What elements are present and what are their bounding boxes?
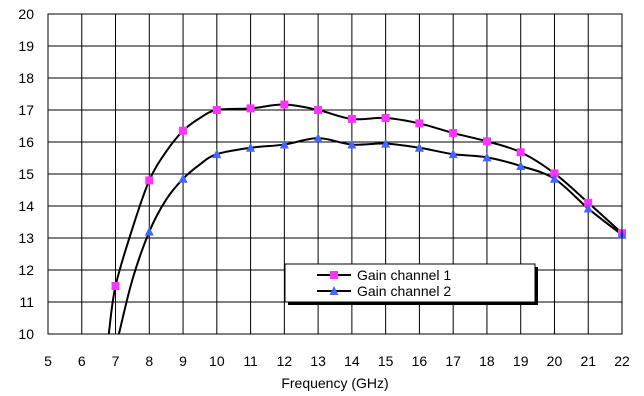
data-point [112, 282, 120, 290]
y-tick-label: 13 [18, 230, 34, 246]
x-tick-label: 16 [412, 353, 428, 369]
y-tick-labels: 10 11 12 13 14 15 16 17 18 19 20 [18, 6, 34, 342]
data-point [483, 137, 491, 145]
x-tick-label: 14 [344, 353, 360, 369]
data-point [314, 106, 322, 114]
legend-marker [330, 271, 338, 279]
x-tick-label: 11 [243, 353, 258, 369]
x-tick-label: 9 [179, 353, 187, 369]
data-point [213, 106, 221, 114]
data-point [382, 114, 390, 122]
x-tick-label: 10 [209, 353, 225, 369]
y-tick-label: 16 [18, 134, 34, 150]
y-tick-label: 20 [18, 6, 34, 22]
x-tick-label: 8 [145, 353, 153, 369]
data-point [348, 115, 356, 123]
y-tick-label: 17 [18, 102, 34, 118]
series-markers [112, 101, 627, 290]
y-tick-label: 15 [18, 166, 34, 182]
x-tick-label: 7 [112, 353, 120, 369]
x-tick-label: 19 [513, 353, 529, 369]
data-point [145, 176, 153, 184]
y-tick-label: 19 [18, 38, 34, 54]
y-tick-label: 10 [18, 326, 34, 342]
legend-label: Gain channel 1 [357, 267, 451, 283]
y-tick-label: 12 [18, 262, 34, 278]
x-tick-label: 15 [378, 353, 394, 369]
data-point [517, 148, 525, 156]
x-axis-label: Frequency (GHz) [281, 375, 388, 391]
data-point [247, 104, 255, 112]
x-tick-label: 20 [547, 353, 563, 369]
x-tick-label: 6 [78, 353, 86, 369]
legend-label: Gain channel 2 [357, 283, 451, 299]
y-tick-label: 11 [19, 294, 34, 310]
y-tick-label: 18 [18, 70, 34, 86]
x-tick-label: 5 [44, 353, 52, 369]
data-point [179, 127, 187, 135]
x-tick-labels: 5 6 7 8 9 10 11 12 13 14 15 16 17 18 19 20 21 22 [44, 353, 630, 369]
data-point [449, 129, 457, 137]
x-tick-label: 12 [277, 353, 293, 369]
data-point [280, 101, 288, 109]
x-tick-label: 18 [479, 353, 495, 369]
y-tick-label: 14 [18, 198, 34, 214]
x-tick-label: 17 [445, 353, 461, 369]
x-tick-label: 13 [310, 353, 326, 369]
data-point [145, 227, 154, 236]
x-tick-label: 21 [580, 353, 596, 369]
x-tick-label: 22 [614, 353, 630, 369]
data-point [415, 119, 423, 127]
